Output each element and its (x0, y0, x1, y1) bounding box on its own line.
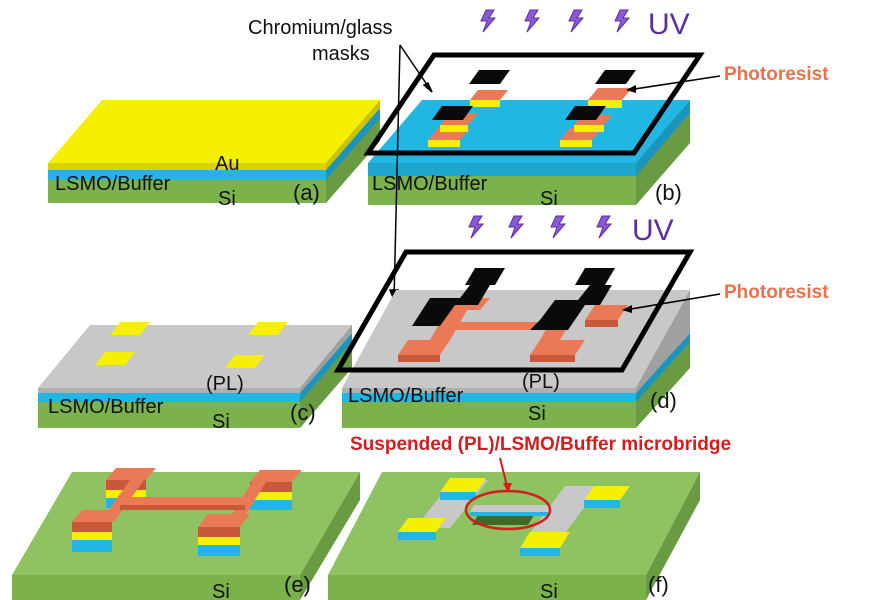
panel-label-d: (d) (650, 388, 677, 413)
si-label-d: Si (528, 403, 546, 425)
si-label-e: Si (212, 581, 230, 600)
patterned-stack-e (72, 468, 302, 556)
si-label-a: Si (218, 188, 236, 210)
suspended-microbridge-label: Suspended (PL)/LSMO/Buffer microbridge (350, 434, 731, 455)
pl-label-c: (PL) (206, 373, 244, 395)
lsmo-buffer-label-b: LSMO/Buffer (372, 173, 488, 195)
photoresist-label-top: Photoresist (724, 64, 829, 85)
panel-c: LSMO/Buffer (PL) Si (c) (38, 322, 352, 433)
suspended-bridge-f (398, 478, 630, 556)
panel-f: Si (f) (328, 472, 700, 600)
si-label-b: Si (540, 188, 558, 210)
uv-arrows-top (480, 9, 630, 33)
panel-e: Si (e) (12, 468, 360, 600)
lsmo-buffer-label-d: LSMO/Buffer (348, 385, 464, 407)
suspended-pointer (499, 457, 512, 493)
si-label-c: Si (212, 411, 230, 433)
chromium-glass-mask-d (333, 249, 695, 373)
panel-label-a: (a) (293, 180, 320, 205)
photoresist-pointer-top (626, 75, 721, 93)
panel-label-f: (f) (648, 572, 669, 597)
panel-label-c: (c) (290, 400, 316, 425)
photoresist-label-middle: Photoresist (724, 282, 829, 303)
gold-pads-c (95, 322, 288, 368)
chromium-masks-label-line2: masks (312, 43, 370, 65)
lsmo-buffer-label-a: LSMO/Buffer (55, 173, 171, 195)
panel-a: LSMO/Buffer Au Si (a) (48, 100, 380, 210)
lsmo-buffer-label-c: LSMO/Buffer (48, 396, 164, 418)
chromium-masks-label-line1: Chromium/glass (248, 17, 392, 39)
panel-b: LSMO/Buffer Si (b) (363, 52, 705, 210)
panel-label-e: (e) (284, 572, 311, 597)
au-label: Au (215, 153, 239, 175)
pl-label-d: (PL) (522, 371, 560, 393)
uv-label-top: UV (648, 8, 690, 41)
panel-d: LSMO/Buffer (PL) Si (d) (333, 249, 695, 428)
mask-pointer-lines (388, 44, 433, 303)
chromium-glass-mask-b (363, 52, 705, 156)
panel-label-b: (b) (655, 180, 682, 205)
si-label-f: Si (540, 581, 558, 600)
photoresist-pointer-middle (622, 293, 721, 313)
uv-arrows-middle (468, 215, 612, 239)
uv-label-middle: UV (632, 214, 674, 247)
